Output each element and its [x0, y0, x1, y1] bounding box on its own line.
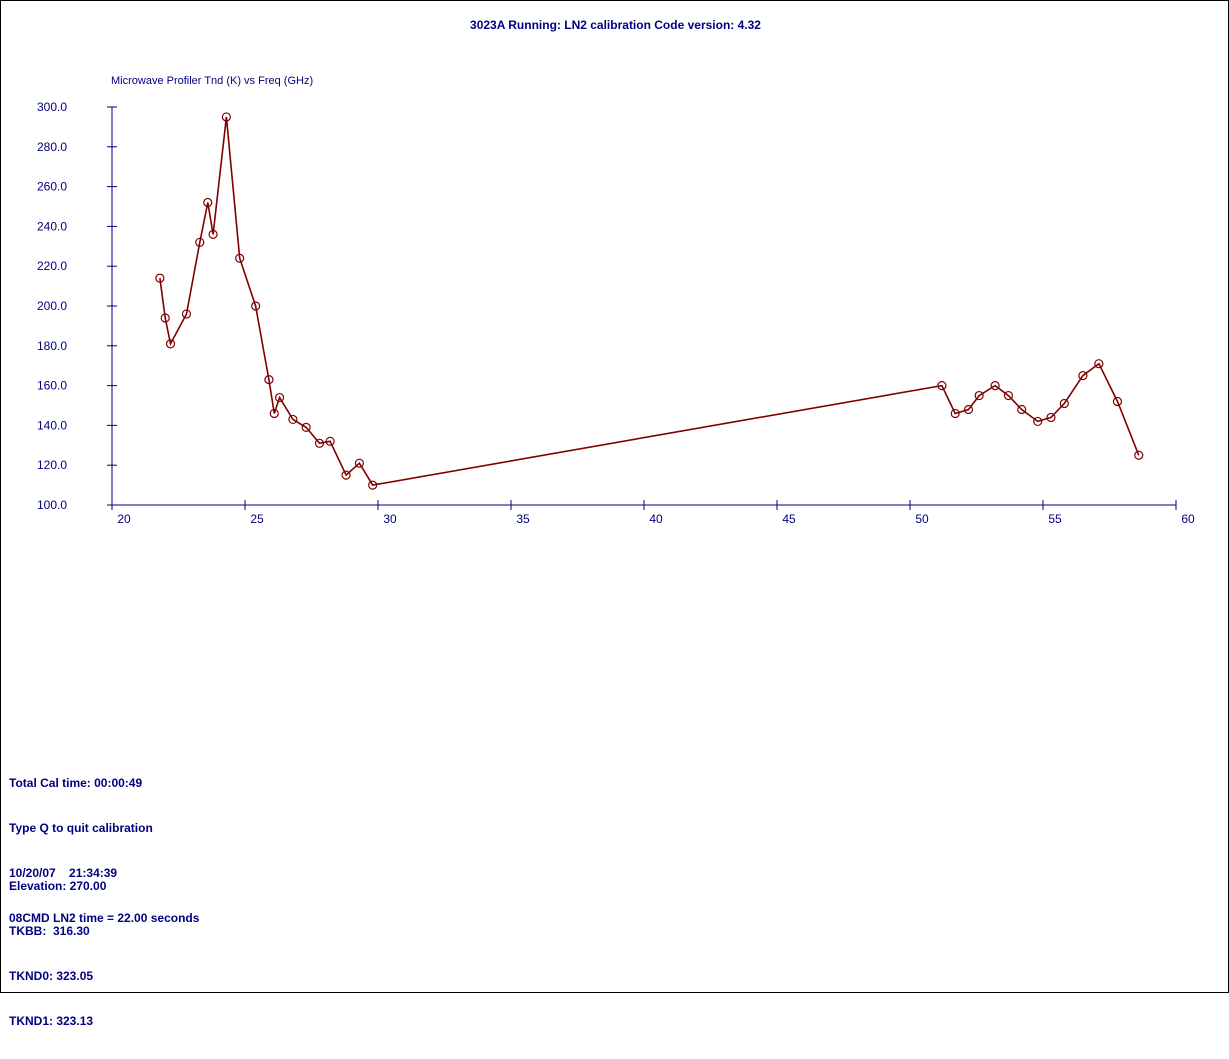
data-point	[937, 381, 947, 391]
x-tick-label: 55	[1048, 512, 1062, 526]
data-point	[1033, 416, 1043, 427]
chart-title: Microwave Profiler Tnd (K) vs Freq (GHz)	[111, 75, 313, 87]
data-point	[963, 404, 974, 415]
data-point	[195, 237, 205, 247]
tnd-vs-frequency-chart: Microwave Profiler Tnd (K) vs Freq (GHz)…	[37, 75, 1195, 526]
y-tick-label: 300.0	[37, 100, 67, 114]
total-cal-time: Total Cal time: 00:00:49	[9, 776, 143, 790]
data-point	[181, 309, 192, 319]
data-point	[1017, 404, 1027, 415]
x-tick-label: 25	[250, 512, 264, 526]
x-tick-label: 30	[383, 512, 397, 526]
y-tick-label: 260.0	[37, 180, 67, 194]
data-point	[1094, 359, 1104, 369]
data-point	[314, 438, 325, 448]
y-tick-label: 180.0	[37, 339, 67, 353]
data-point	[974, 390, 984, 401]
x-tick-label: 60	[1181, 512, 1195, 526]
elevation-readout: Elevation: 270.00	[9, 879, 107, 893]
timestamp: 10/20/07 21:34:39	[9, 866, 118, 880]
axes: 100.0 120.0 140.0 160.0 180.0 200.0 220.0 240.0…	[37, 100, 1195, 526]
tknd0-readout: TKND0: 323.05	[9, 969, 94, 983]
x-tick-label: 45	[782, 512, 796, 526]
data-point	[235, 253, 245, 263]
data-point	[274, 392, 285, 403]
x-tick-label: 20	[117, 512, 131, 526]
window-title: 3023A Running: LN2 calibration Code vers…	[470, 18, 761, 32]
x-tick-label: 35	[516, 512, 530, 526]
data-point	[341, 470, 351, 480]
y-tick-label: 120.0	[37, 458, 67, 472]
tknd1-readout: TKND1: 323.13	[9, 1014, 94, 1028]
data-point	[269, 408, 279, 419]
data-point	[264, 375, 274, 385]
data-point	[165, 339, 176, 349]
data-point	[221, 112, 231, 122]
x-tick-label: 50	[915, 512, 929, 526]
series-polyline	[159, 116, 1140, 486]
data-point	[203, 197, 213, 208]
x-tick-label: 40	[649, 512, 663, 526]
data-point	[160, 313, 170, 323]
y-tick-label: 100.0	[37, 498, 67, 512]
data-point	[354, 458, 364, 468]
quit-instruction: Type Q to quit calibration	[9, 821, 153, 835]
data-point	[1046, 412, 1056, 423]
calibration-status-panel: Total Cal time: 00:00:49 Type Q to quit …	[9, 746, 199, 956]
y-tick-label: 220.0	[37, 259, 67, 273]
y-tick-label: 160.0	[37, 379, 67, 393]
data-point	[1059, 398, 1069, 409]
y-tick-label: 200.0	[37, 299, 67, 313]
data-point	[288, 414, 298, 425]
data-point	[950, 408, 960, 419]
data-point	[1078, 371, 1088, 381]
data-point	[251, 301, 261, 311]
tkbb-readout: TKBB: 316.30	[9, 924, 90, 938]
data-point	[208, 229, 218, 239]
series-line	[155, 112, 1144, 490]
data-point	[301, 422, 311, 432]
data-point	[1003, 390, 1014, 401]
data-point	[368, 480, 378, 490]
y-tick-label: 240.0	[37, 219, 67, 233]
y-tick-label: 140.0	[37, 418, 67, 432]
data-point	[990, 381, 1000, 391]
y-tick-label: 280.0	[37, 140, 67, 154]
calibration-window: 3023A Running: LN2 calibration Code vers…	[0, 0, 1229, 1028]
data-point	[325, 436, 335, 446]
data-point	[155, 273, 165, 283]
data-point	[1112, 396, 1123, 407]
sensor-readouts-panel: Elevation: 270.00 TKBB: 316.30 TKND0: 32…	[9, 849, 106, 1059]
data-point	[1134, 450, 1144, 460]
ln2-command-time: 08CMD LN2 time = 22.00 seconds	[9, 911, 200, 925]
